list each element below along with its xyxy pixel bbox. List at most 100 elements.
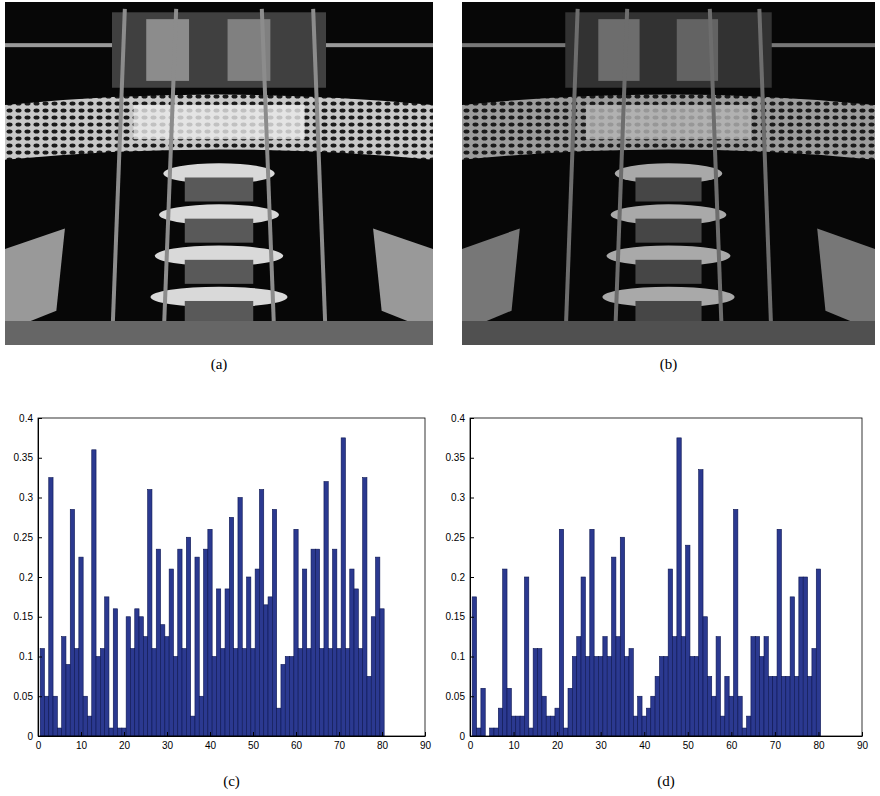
bar (546, 716, 550, 736)
y-tick-mark (470, 498, 474, 499)
bar (781, 676, 785, 736)
bar (199, 696, 203, 736)
x-tick-label: 80 (377, 740, 389, 751)
bar (302, 569, 306, 736)
y-tick-label: 0.3 (19, 492, 33, 503)
x-tick-label: 60 (291, 740, 303, 751)
bar (786, 676, 790, 736)
panel-label: (b) (660, 356, 678, 373)
bar (208, 529, 212, 736)
x-tick-label: 20 (552, 740, 564, 751)
bars (472, 438, 820, 736)
bar (290, 657, 294, 737)
bar (777, 529, 781, 736)
bar (105, 597, 109, 736)
bar (341, 438, 345, 736)
photo-background (5, 2, 433, 345)
bar (225, 589, 229, 736)
bar (633, 716, 637, 736)
x-tick: 30 (162, 732, 174, 751)
bar (367, 676, 371, 736)
bar (363, 478, 367, 736)
bar (694, 657, 698, 737)
bar (40, 649, 44, 736)
bar (242, 649, 246, 736)
bar (681, 637, 685, 736)
bar (212, 657, 216, 737)
y-tick-mark (470, 577, 474, 578)
photo-background (462, 2, 875, 345)
bar (646, 708, 650, 736)
photo-content (5, 2, 433, 345)
photo-shape (759, 9, 771, 345)
photo-shape (185, 178, 253, 202)
bar (324, 482, 328, 736)
y-tick-label: 0.15 (446, 611, 466, 622)
bar (259, 490, 263, 736)
y-tick-mark (470, 418, 474, 419)
x-tick-mark (688, 732, 689, 736)
bar (559, 529, 563, 736)
x-tick: 10 (76, 732, 88, 751)
y-tick-mark (470, 736, 474, 737)
bar (268, 597, 272, 736)
panel-label: (a) (211, 356, 228, 373)
x-tick-mark (514, 732, 515, 736)
x-tick-mark (296, 732, 297, 736)
bar (642, 716, 646, 736)
x-tick: 60 (291, 732, 303, 751)
x-tick-label: 70 (334, 740, 346, 751)
bars (40, 438, 384, 736)
panel-label: (d) (657, 773, 675, 790)
photo-shape (635, 219, 701, 243)
photo-shape (185, 219, 253, 243)
bar (603, 637, 607, 736)
bar (83, 696, 87, 736)
bar (538, 649, 542, 736)
x-tick: 20 (552, 732, 564, 751)
bar (221, 649, 225, 736)
bar (659, 657, 663, 737)
y-tick-mark (470, 696, 474, 697)
x-tick-mark (644, 732, 645, 736)
photo-shape (565, 12, 772, 87)
bar (742, 728, 746, 736)
bar (524, 577, 528, 736)
bar (195, 557, 199, 736)
bar (139, 617, 143, 736)
bar (751, 637, 755, 736)
photo-shape (635, 260, 701, 284)
bar (277, 708, 281, 736)
x-tick-mark (601, 732, 602, 736)
bar (542, 696, 546, 736)
bar (760, 657, 764, 737)
y-tick-mark (470, 537, 474, 538)
bar (481, 688, 485, 736)
bar (62, 637, 66, 736)
bar (712, 696, 716, 736)
y-tick: 0.05 (14, 691, 42, 702)
bar (75, 649, 79, 736)
x-tick: 70 (770, 732, 782, 751)
bar (70, 509, 74, 736)
x-tick: 80 (377, 732, 389, 751)
bar (191, 716, 195, 736)
y-tick-mark (38, 418, 42, 419)
x-tick: 30 (596, 732, 608, 751)
bar (790, 597, 794, 736)
bar (612, 557, 616, 736)
bar (44, 696, 48, 736)
bar (690, 657, 694, 737)
bar (699, 470, 703, 736)
y-tick-label: 0.05 (14, 691, 34, 702)
x-tick-label: 40 (205, 740, 217, 751)
photo-shape (112, 12, 326, 87)
x-tick: 20 (119, 732, 131, 751)
x-tick-mark (210, 732, 211, 736)
bar (298, 649, 302, 736)
y-tick: 0.25 (446, 532, 474, 543)
photo-shape (185, 260, 253, 284)
y-tick: 0.3 (19, 492, 42, 503)
x-tick: 40 (205, 732, 217, 751)
bar (337, 649, 341, 736)
